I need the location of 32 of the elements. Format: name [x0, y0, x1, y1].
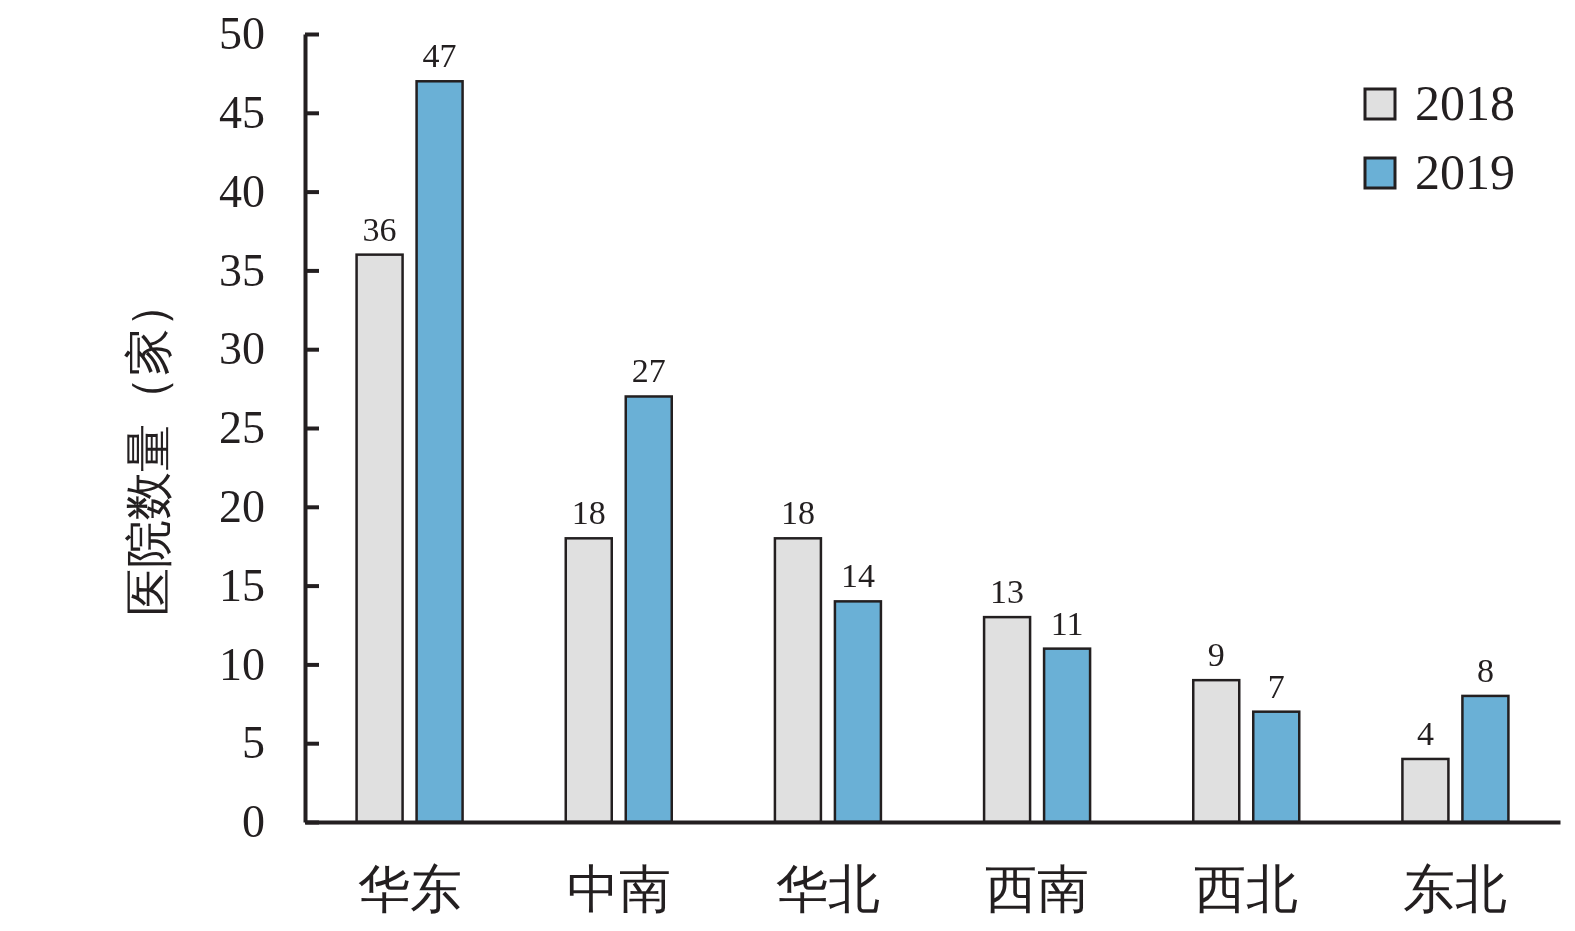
y-axis-title: 医院数量（家）: [122, 280, 175, 616]
data-label: 14: [840, 557, 875, 595]
data-label: 36: [362, 210, 397, 248]
x-tick-label: 华东: [357, 860, 462, 918]
x-tick-label: 中南: [566, 860, 671, 918]
data-label: 47: [422, 37, 457, 75]
y-tick-label: 0: [242, 796, 265, 848]
y-tick-label: 20: [219, 481, 265, 533]
data-label: 9: [1207, 636, 1225, 674]
y-tick-label: 40: [219, 165, 265, 217]
y-tick-label: 10: [219, 638, 265, 690]
data-label: 8: [1476, 651, 1494, 689]
y-tick-label: 50: [219, 8, 265, 60]
x-tick-label: 西北: [1194, 860, 1299, 918]
data-label: 11: [1050, 604, 1084, 642]
y-tick-label: 25: [219, 402, 265, 454]
y-tick-label: 15: [219, 559, 265, 611]
data-label: 13: [990, 573, 1025, 611]
data-label: 4: [1416, 714, 1434, 752]
y-tick-label: 5: [242, 717, 265, 769]
data-label: 18: [780, 494, 815, 532]
data-label: 7: [1267, 667, 1285, 705]
y-tick-label: 30: [219, 323, 265, 375]
y-tick-label: 45: [219, 87, 265, 139]
data-label: 18: [571, 494, 606, 532]
legend-label: 2018: [1415, 75, 1515, 131]
x-tick-label: 华北: [775, 860, 880, 918]
y-tick-label: 35: [219, 244, 265, 296]
x-tick-label: 东北: [1403, 860, 1508, 918]
legend-label: 2019: [1415, 144, 1515, 200]
data-label: 27: [631, 352, 666, 390]
x-tick-label: 西南: [985, 860, 1090, 918]
